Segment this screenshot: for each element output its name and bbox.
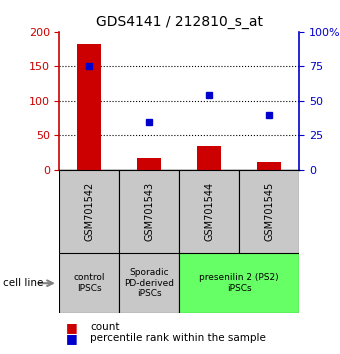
Bar [59, 170, 119, 253]
Bar [119, 253, 179, 313]
Bar [257, 162, 281, 170]
Title: GDS4141 / 212810_s_at: GDS4141 / 212810_s_at [96, 16, 263, 29]
Text: Sporadic
PD-derived
iPSCs: Sporadic PD-derived iPSCs [124, 268, 174, 298]
Text: ■: ■ [66, 321, 78, 334]
Text: control
IPSCs: control IPSCs [74, 274, 105, 293]
Bar [180, 253, 299, 313]
Text: ■: ■ [66, 332, 78, 344]
Bar [197, 146, 221, 170]
Text: GSM701544: GSM701544 [204, 182, 214, 241]
Bar [59, 253, 119, 313]
Bar [119, 170, 179, 253]
Text: cell line: cell line [3, 278, 44, 288]
Text: count: count [90, 322, 120, 332]
Text: GSM701542: GSM701542 [84, 182, 95, 241]
Text: presenilin 2 (PS2)
iPSCs: presenilin 2 (PS2) iPSCs [200, 274, 279, 293]
Text: GSM701543: GSM701543 [144, 182, 154, 241]
Bar [180, 170, 239, 253]
Bar [137, 158, 162, 170]
Text: percentile rank within the sample: percentile rank within the sample [90, 333, 266, 343]
Bar [239, 170, 299, 253]
Text: GSM701545: GSM701545 [264, 182, 274, 241]
Bar [78, 44, 101, 170]
